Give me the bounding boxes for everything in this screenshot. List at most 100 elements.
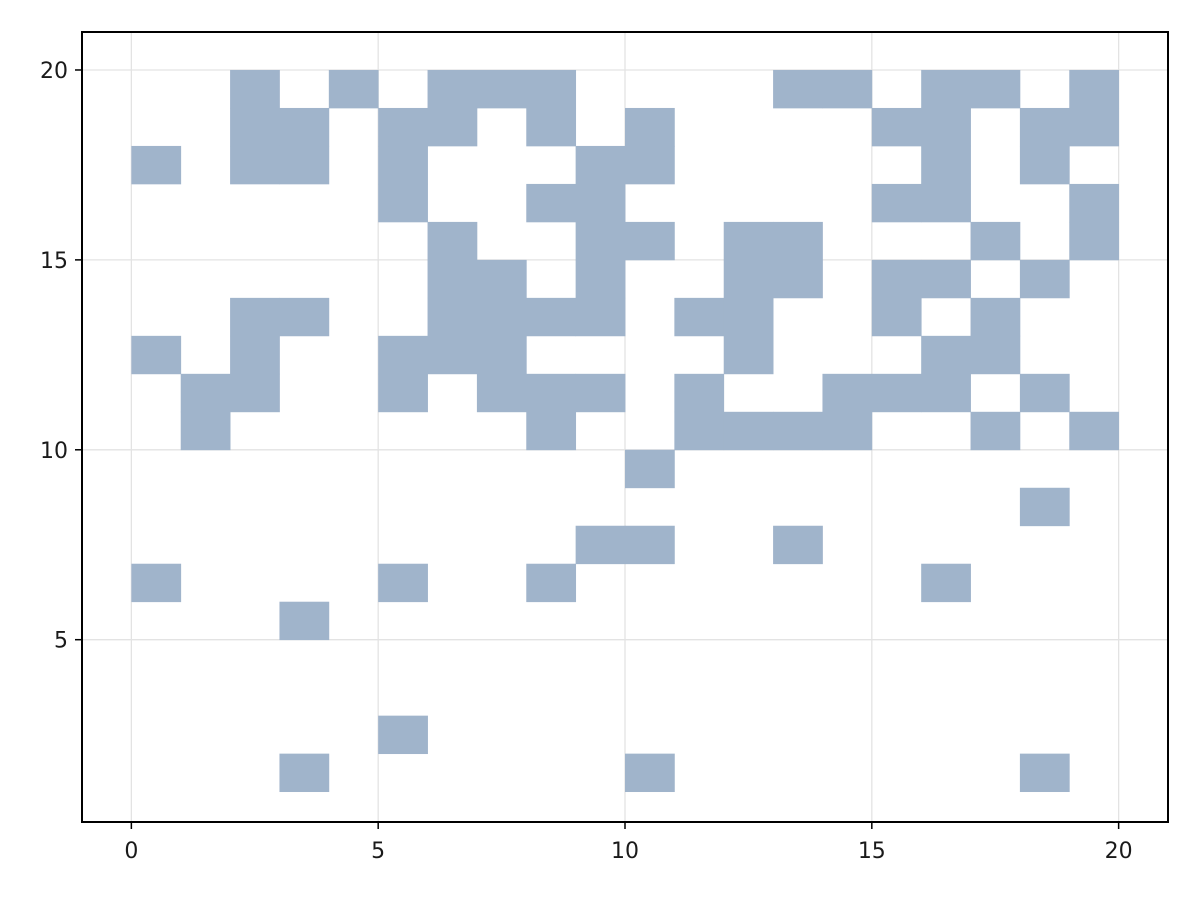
y-tick-label: 10	[40, 439, 68, 464]
heatmap-cell	[674, 411, 725, 451]
heatmap-cell	[180, 411, 231, 451]
heatmap-cell	[378, 183, 428, 223]
heatmap-cell	[1019, 373, 1070, 413]
heatmap-cell	[822, 373, 873, 413]
heatmap-cell	[526, 411, 577, 451]
heatmap-cell	[674, 297, 725, 337]
heatmap-cell	[526, 297, 577, 337]
x-tick-label: 5	[371, 839, 385, 864]
heatmap-cell	[1019, 107, 1070, 147]
heatmap-cell	[674, 373, 725, 413]
heatmap-cell	[871, 107, 922, 147]
heatmap-cell	[180, 373, 231, 413]
heatmap-cell	[970, 221, 1021, 261]
heatmap-cell	[575, 145, 626, 185]
heatmap-cell	[773, 259, 823, 299]
x-tick-label: 20	[1105, 839, 1133, 864]
heatmap-cell	[1069, 183, 1120, 223]
heatmap-cell	[970, 411, 1021, 451]
heatmap-cell	[427, 335, 478, 375]
x-tick-label: 15	[858, 839, 886, 864]
heatmap-cell	[1019, 145, 1070, 185]
heatmap-cell	[970, 69, 1021, 109]
heatmap-cell	[625, 107, 675, 147]
heatmap-cell	[921, 563, 971, 603]
heatmap-cell	[328, 69, 379, 109]
heatmap-cell	[427, 221, 478, 261]
heatmap-cell	[476, 69, 527, 109]
heatmap-cell	[230, 69, 280, 109]
heatmap-cell	[1069, 221, 1120, 261]
heatmap-cell	[526, 107, 577, 147]
heatmap-cell	[871, 373, 922, 413]
heatmap-cell	[378, 373, 428, 413]
heatmap-cell	[526, 183, 577, 223]
heatmap-cell	[871, 183, 922, 223]
axis-ticks	[75, 69, 1120, 829]
heatmap-cell	[476, 335, 527, 375]
heatmap-cell	[625, 449, 675, 489]
heatmap-cell	[575, 183, 626, 223]
heatmap-cell	[131, 563, 182, 603]
heatmap-cell	[921, 373, 971, 413]
heatmap-cell	[921, 335, 971, 375]
y-axis-tick-labels: 5 10 15 20	[40, 59, 68, 654]
heatmap-cell	[378, 145, 428, 185]
heatmap-cell	[427, 107, 478, 147]
heatmap-cell	[970, 335, 1021, 375]
heatmap-cell	[625, 525, 675, 565]
y-tick-label: 15	[40, 249, 68, 274]
heatmap-cell	[279, 297, 330, 337]
heatmap-cell	[378, 335, 428, 375]
heatmap-cell	[279, 145, 330, 185]
heatmap-cell	[131, 145, 182, 185]
heatmap-cell	[773, 221, 823, 261]
heatmap-cell	[625, 221, 675, 261]
heatmap-cell	[773, 69, 823, 109]
heatmap-cell	[575, 297, 626, 337]
heatmap-cell	[279, 601, 330, 641]
heatmap-cell	[625, 753, 675, 793]
heatmap-cell	[1019, 487, 1070, 527]
heatmap-cell	[871, 259, 922, 299]
heatmap-cell	[871, 297, 922, 337]
heatmap-cell	[723, 411, 774, 451]
heatmap-cell	[921, 145, 971, 185]
heatmap-cell	[575, 525, 626, 565]
heatmap-cell	[822, 411, 873, 451]
heatmap-cell	[476, 297, 527, 337]
heatmap-cell	[230, 373, 280, 413]
heatmap-cell	[427, 69, 478, 109]
heatmap-cell	[921, 183, 971, 223]
heatmap-cell	[1019, 753, 1070, 793]
heatmap-cell	[476, 373, 527, 413]
heatmap-cell	[526, 69, 577, 109]
heatmap-cell	[526, 373, 577, 413]
heatmap-cell	[773, 525, 823, 565]
heatmap-cell	[921, 259, 971, 299]
heatmap-cell	[279, 107, 330, 147]
heatmap-cell	[575, 373, 626, 413]
heatmap-cell	[921, 107, 971, 147]
heatmap-cell	[575, 259, 626, 299]
heatmap-cell	[476, 259, 527, 299]
y-tick-label: 5	[54, 629, 68, 654]
heatmap-cell	[230, 145, 280, 185]
x-tick-label: 10	[611, 839, 639, 864]
y-tick-label: 20	[40, 59, 68, 84]
heatmap-cell	[230, 107, 280, 147]
heatmap-cell	[378, 563, 428, 603]
heatmap-cell	[1069, 411, 1120, 451]
heatmap-cell	[1069, 69, 1120, 109]
heatmap-cell	[378, 107, 428, 147]
heatmap-cell	[575, 221, 626, 261]
heatmap-cell	[723, 259, 774, 299]
x-axis-tick-labels: 0 5 10 15 20	[124, 839, 1132, 864]
heatmap-cell	[1019, 259, 1070, 299]
heatmap-cell	[970, 297, 1021, 337]
heatmap-cell	[378, 715, 428, 755]
heatmap-cell	[230, 335, 280, 375]
heatmap-cell	[1069, 107, 1120, 147]
heatmap-cell	[526, 563, 577, 603]
